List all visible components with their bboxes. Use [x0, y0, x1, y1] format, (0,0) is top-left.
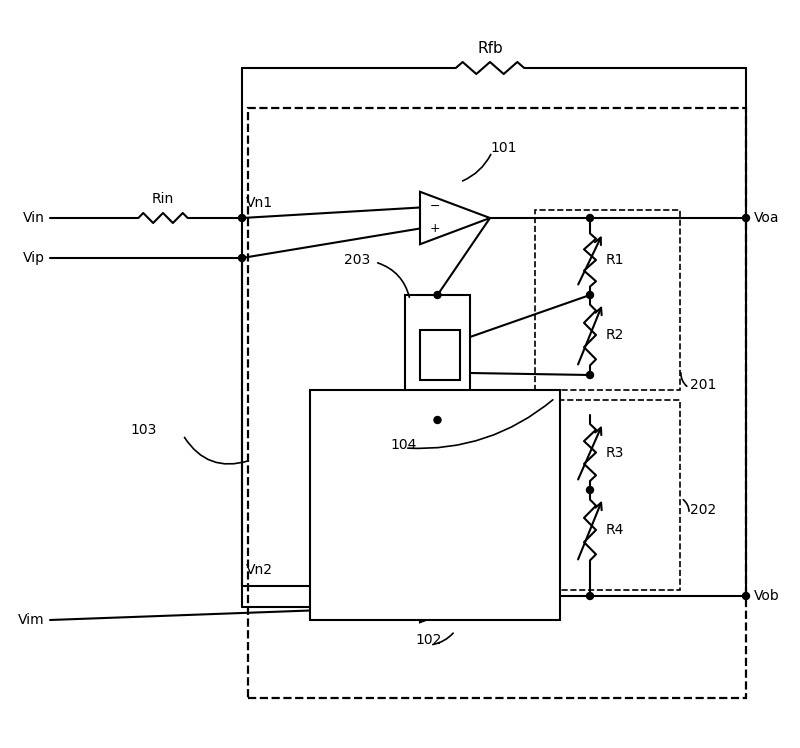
Text: Vim: Vim	[18, 613, 45, 627]
Text: Rin: Rin	[152, 192, 174, 206]
Circle shape	[238, 215, 246, 221]
Circle shape	[742, 592, 750, 599]
Text: Vn1: Vn1	[246, 196, 273, 210]
Text: −: −	[430, 578, 441, 591]
Bar	[310, 390, 560, 620]
Text: 203: 203	[344, 253, 370, 267]
Circle shape	[586, 592, 594, 599]
Circle shape	[586, 215, 594, 221]
Circle shape	[586, 486, 594, 494]
Text: R2: R2	[606, 328, 624, 342]
Text: Vob: Vob	[754, 589, 780, 603]
Text: R4: R4	[606, 523, 624, 537]
Circle shape	[238, 254, 246, 262]
Circle shape	[434, 417, 441, 423]
Text: 102: 102	[415, 633, 442, 647]
Text: 103: 103	[130, 423, 156, 437]
Text: 101: 101	[490, 141, 517, 155]
Text: Voa: Voa	[754, 211, 779, 225]
Text: 201: 201	[690, 378, 716, 392]
Bar	[405, 295, 470, 415]
Text: Vin: Vin	[23, 211, 45, 225]
Bar	[248, 108, 746, 698]
Text: +: +	[430, 222, 441, 235]
Bar	[535, 400, 680, 590]
Text: Rfb: Rfb	[477, 41, 503, 56]
Text: +: +	[430, 600, 441, 613]
Circle shape	[742, 215, 750, 221]
Circle shape	[586, 292, 594, 298]
Text: 104: 104	[390, 438, 416, 452]
Bar	[535, 210, 680, 390]
Text: Vn2: Vn2	[246, 563, 273, 577]
Text: R3: R3	[606, 446, 624, 459]
Circle shape	[586, 372, 594, 378]
Text: Vip: Vip	[23, 251, 45, 265]
Circle shape	[434, 292, 441, 298]
Text: 202: 202	[690, 503, 716, 517]
Text: −: −	[430, 200, 441, 213]
Text: R1: R1	[606, 253, 625, 267]
Bar	[420, 330, 460, 380]
